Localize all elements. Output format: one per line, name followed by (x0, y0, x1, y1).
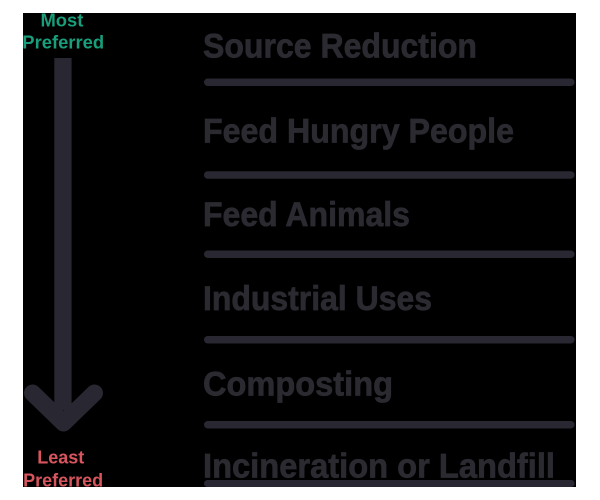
svg-text:Industrial Uses: Industrial Uses (203, 280, 432, 318)
svg-text:Preferred: Preferred (23, 470, 103, 490)
svg-text:Incineration or Landfill: Incineration or Landfill (203, 448, 555, 486)
svg-text:Most: Most (40, 9, 83, 30)
svg-text:Feed Animals: Feed Animals (203, 196, 410, 234)
svg-text:Least: Least (37, 448, 84, 468)
svg-text:Feed Hungry People: Feed Hungry People (203, 112, 514, 150)
svg-text:Composting: Composting (203, 365, 393, 403)
svg-text:Source Reduction: Source Reduction (203, 28, 477, 66)
svg-text:Preferred: Preferred (22, 31, 104, 52)
